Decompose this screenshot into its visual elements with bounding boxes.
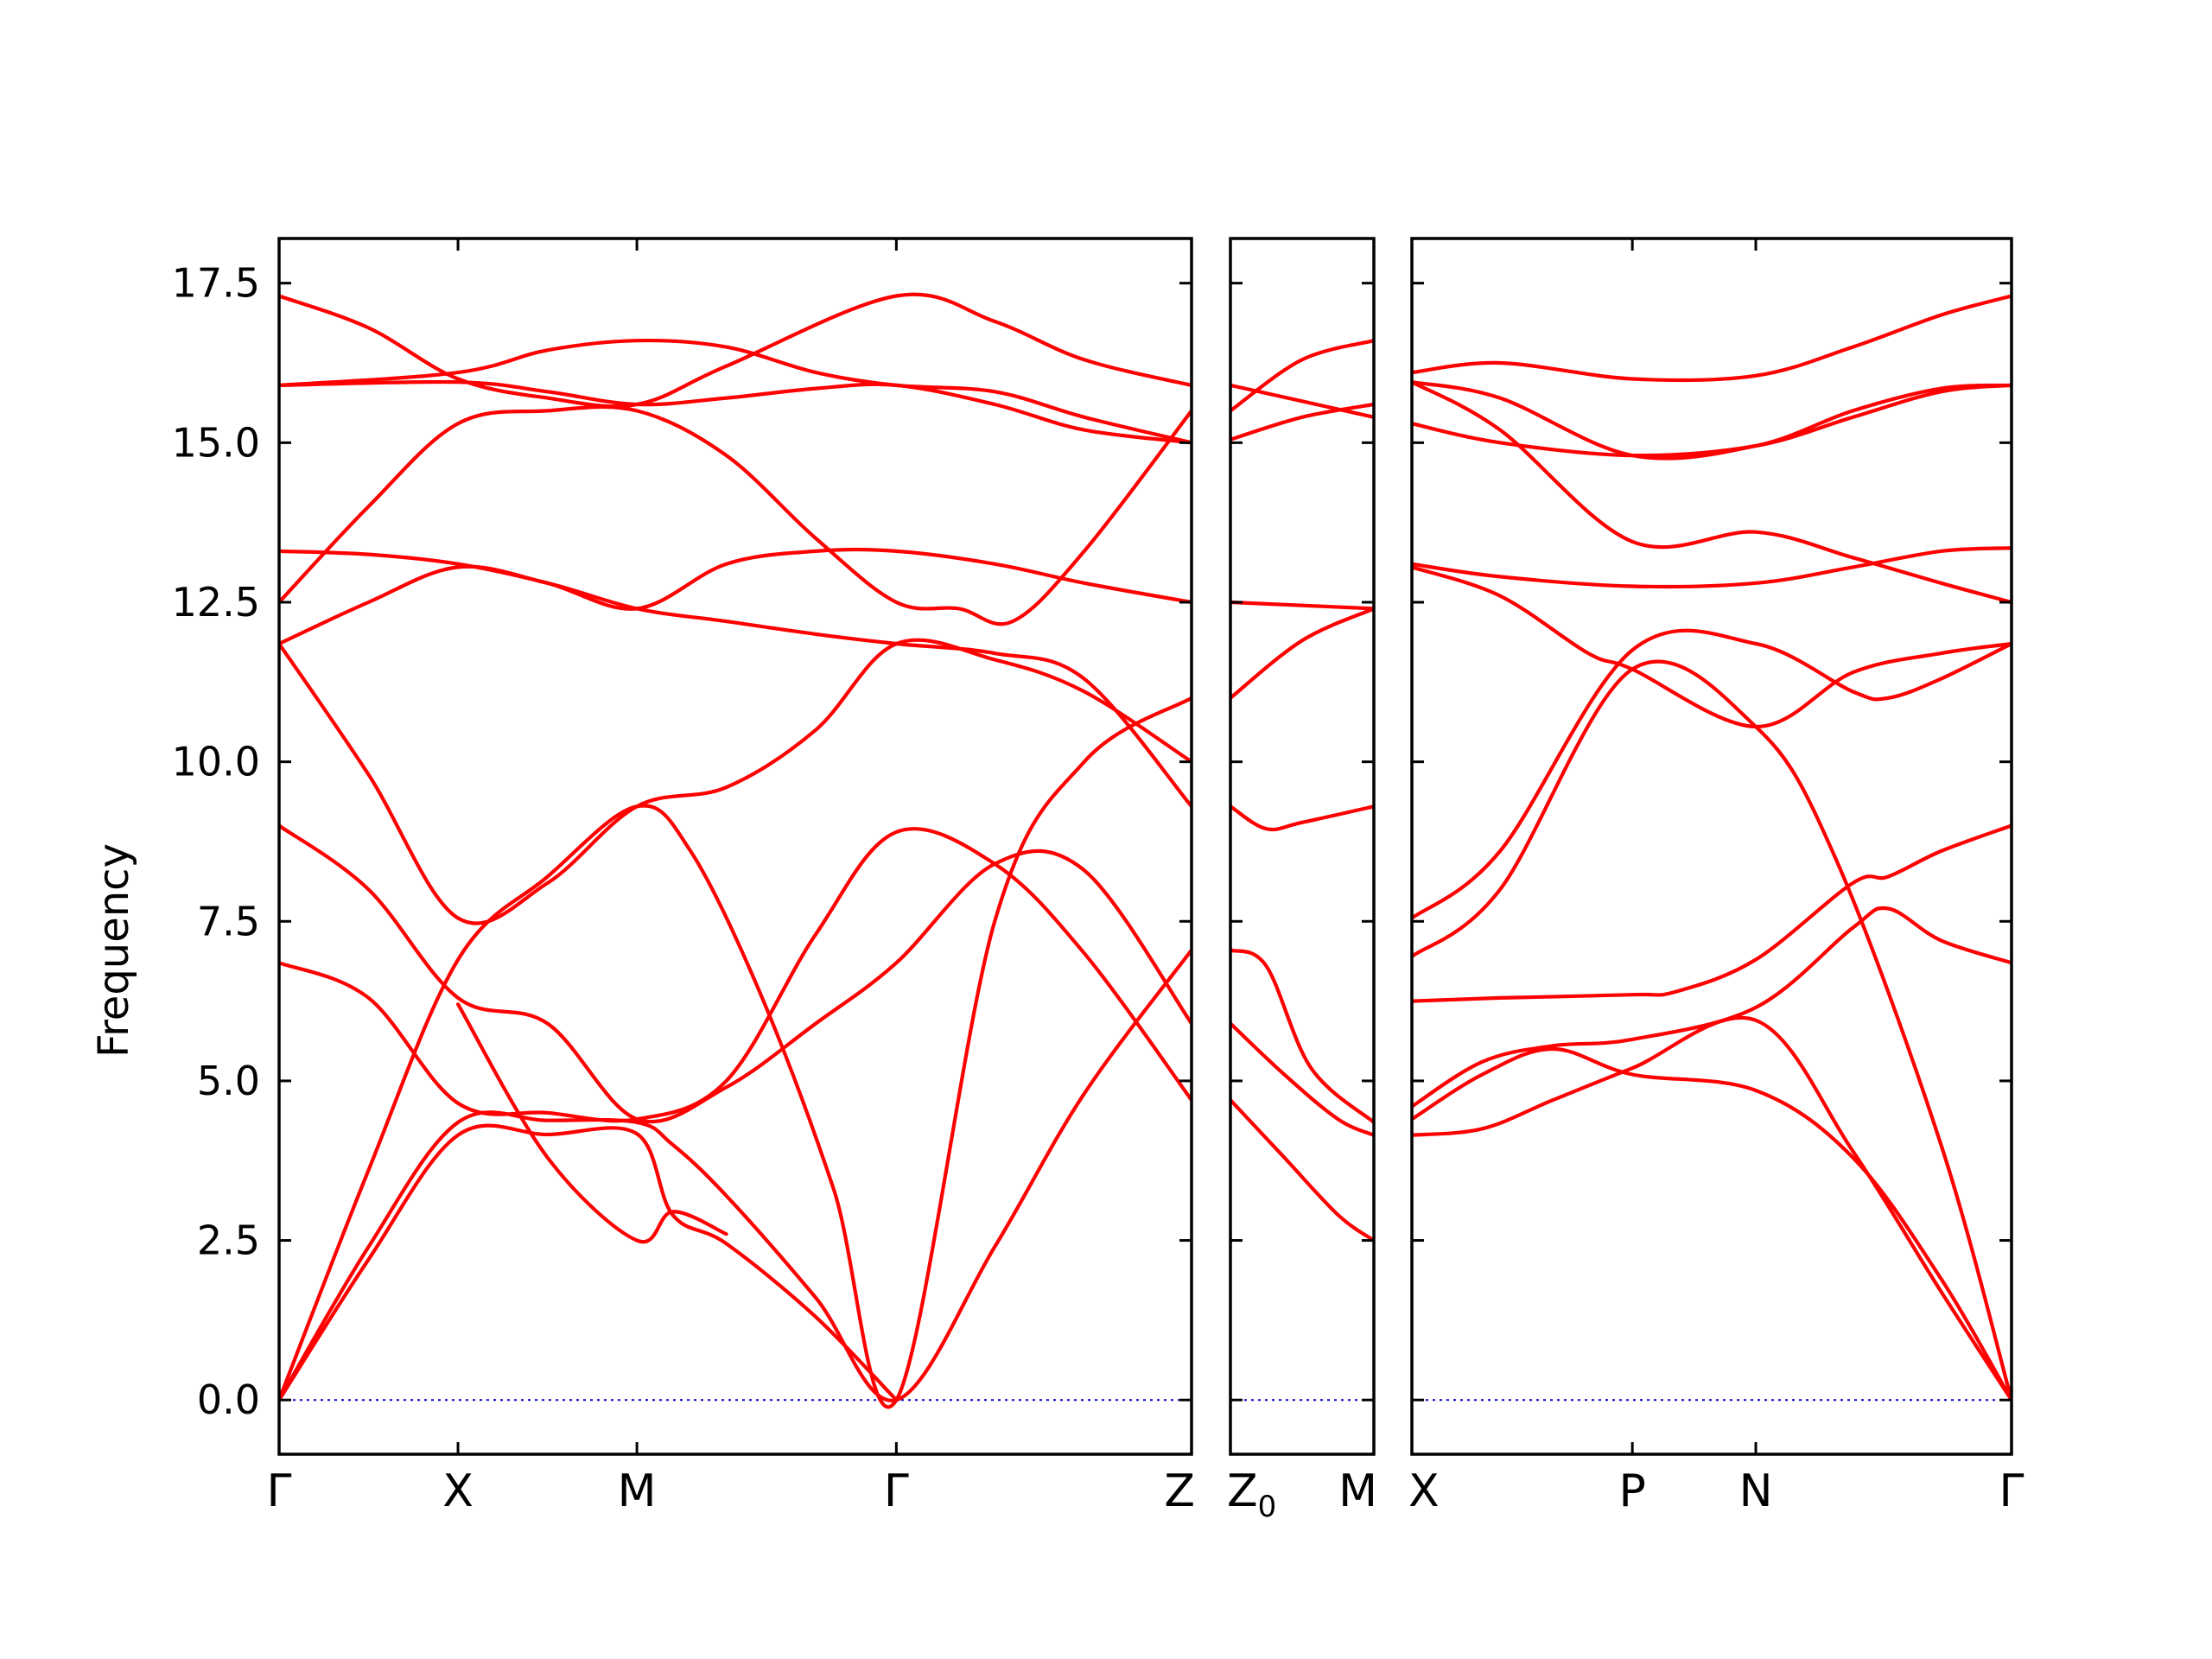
band-line (1230, 383, 1374, 419)
y-tick-label: 7.5 (197, 898, 260, 944)
kpoint-label: Z0 (1227, 1465, 1276, 1524)
band-line (279, 696, 1192, 1409)
band-line (1412, 565, 2012, 729)
bands (279, 292, 1192, 1409)
axes-frame (277, 237, 1193, 1456)
band-line (1412, 1015, 2012, 1402)
kpoint-label: Z (1164, 1465, 1195, 1517)
bands (1230, 339, 1374, 1402)
band-line (279, 564, 1192, 809)
band-line (1412, 546, 2012, 589)
kpoint-label: X (1408, 1465, 1440, 1517)
band-line (1230, 339, 1374, 413)
band-line (1412, 380, 2012, 461)
band-line (279, 827, 1192, 1123)
band-line (456, 1002, 728, 1244)
band-line (1230, 402, 1374, 442)
band-line (1230, 804, 1374, 832)
y-tick-label: 10.0 (172, 739, 260, 785)
band-line (1230, 1098, 1374, 1243)
band-line (279, 379, 1192, 445)
band-line (1412, 628, 2012, 920)
band-line (279, 292, 1192, 409)
band-line (1230, 948, 1374, 1124)
band-line (1412, 906, 2012, 1109)
band-line (279, 948, 1192, 1403)
band-line (1230, 1021, 1374, 1137)
y-tick-label: 2.5 (197, 1217, 260, 1264)
y-tick-label: 17.5 (172, 260, 260, 307)
panels: Γ X M Γ Z Z0 M X P N Γ (267, 237, 2024, 1524)
y-tick-label: 5.0 (197, 1058, 260, 1104)
kpoint-label: M (618, 1465, 657, 1517)
band-line (1412, 383, 2012, 458)
kpoint-label: Γ (884, 1465, 909, 1517)
band-line (1230, 600, 1374, 611)
band-line (1412, 659, 2012, 1402)
y-tick-label: 0.0 (197, 1376, 260, 1423)
kpoint-label: M (1338, 1465, 1377, 1517)
y-axis-title: Frequency (90, 843, 138, 1058)
axes-frame (1229, 237, 1376, 1456)
kpoint-label: X (442, 1465, 474, 1517)
band-line (1412, 823, 2012, 1003)
kpoint-label: Γ (1999, 1465, 2024, 1517)
band-line (279, 404, 1192, 626)
band-line (279, 638, 1192, 925)
band-line (279, 338, 1192, 445)
y-axis: 0.0 2.5 5.0 7.5 10.0 12.5 15.0 17.5 (172, 260, 260, 1424)
y-tick-label: 15.0 (172, 419, 260, 466)
kpoint-label: Γ (267, 1465, 292, 1517)
band-line (1412, 294, 2012, 383)
axes-frame (1410, 237, 2013, 1456)
band-line (1412, 1046, 2012, 1402)
y-tick-label: 12.5 (172, 579, 260, 626)
panel-2: Z0 M (1227, 237, 1377, 1524)
band-line (1412, 380, 2012, 605)
kpoint-label-subscript: 0 (1258, 1490, 1277, 1524)
bands (1412, 294, 2012, 1402)
kpoint-label: N (1739, 1465, 1773, 1517)
band-line (279, 823, 1192, 1124)
band-line (1230, 607, 1374, 700)
band-line (279, 1123, 899, 1402)
band-line (279, 547, 1192, 611)
kpoint-label: P (1618, 1465, 1645, 1517)
